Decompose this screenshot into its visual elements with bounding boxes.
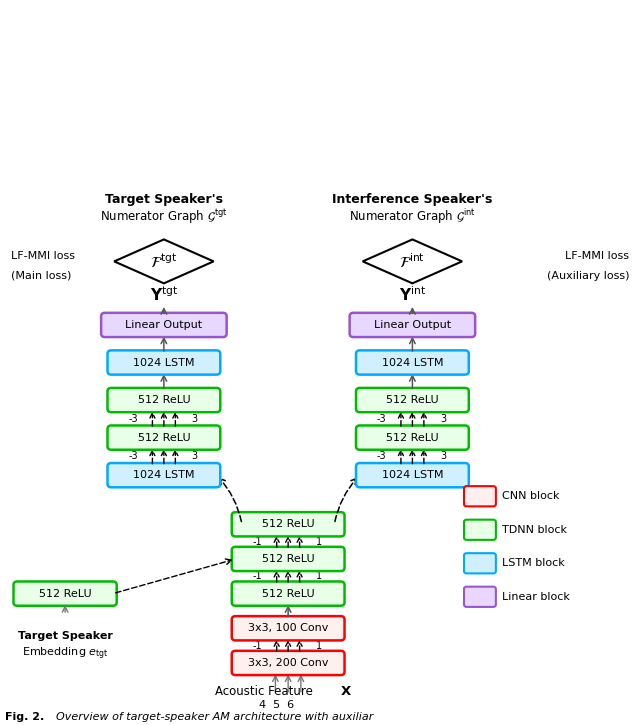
Text: Acoustic Feature: Acoustic Feature [215, 684, 317, 697]
Text: 512 ReLU: 512 ReLU [386, 395, 438, 405]
Polygon shape [363, 239, 462, 283]
FancyBboxPatch shape [464, 587, 496, 607]
FancyBboxPatch shape [232, 547, 344, 571]
FancyBboxPatch shape [108, 350, 220, 375]
Text: -3: -3 [377, 414, 387, 424]
Text: 512 ReLU: 512 ReLU [39, 589, 92, 599]
Text: 3: 3 [440, 452, 446, 461]
Text: -1: -1 [253, 536, 262, 547]
Text: 3x3, 100 Conv: 3x3, 100 Conv [248, 624, 328, 633]
Text: 1: 1 [316, 641, 322, 650]
Text: 3: 3 [440, 414, 446, 424]
Text: Embedding $e_\mathrm{tgt}$: Embedding $e_\mathrm{tgt}$ [22, 646, 108, 663]
Text: Linear Output: Linear Output [374, 320, 451, 330]
FancyBboxPatch shape [356, 463, 468, 487]
Text: Numerator Graph $\mathcal{G}^\mathrm{tgt}$: Numerator Graph $\mathcal{G}^\mathrm{tgt… [100, 207, 228, 226]
Text: $\mathbf{X}$: $\mathbf{X}$ [339, 684, 351, 697]
Text: CNN block: CNN block [502, 492, 559, 501]
FancyBboxPatch shape [349, 312, 475, 337]
FancyBboxPatch shape [356, 350, 468, 375]
Text: -3: -3 [129, 414, 138, 424]
Text: 512 ReLU: 512 ReLU [138, 395, 190, 405]
Text: 1024 LSTM: 1024 LSTM [381, 357, 443, 368]
FancyBboxPatch shape [232, 616, 344, 640]
Text: 3: 3 [191, 452, 198, 461]
Text: 3: 3 [191, 414, 198, 424]
Text: Fig. 2.: Fig. 2. [4, 713, 44, 722]
Text: 1024 LSTM: 1024 LSTM [133, 471, 195, 480]
FancyBboxPatch shape [464, 486, 496, 506]
Text: 1: 1 [316, 536, 322, 547]
Polygon shape [114, 239, 214, 283]
Text: Overview of target-speaker AM architecture with auxiliar: Overview of target-speaker AM architectu… [49, 713, 374, 722]
Text: -1: -1 [253, 571, 262, 581]
FancyBboxPatch shape [356, 426, 468, 450]
Text: $\mathbf{Y}^\mathrm{tgt}$: $\mathbf{Y}^\mathrm{tgt}$ [150, 285, 178, 304]
Text: Interference Speaker's: Interference Speaker's [332, 193, 493, 206]
Text: (Main loss): (Main loss) [11, 271, 71, 281]
Text: 1024 LSTM: 1024 LSTM [133, 357, 195, 368]
Text: $\mathcal{F}^\mathrm{tgt}$: $\mathcal{F}^\mathrm{tgt}$ [150, 252, 177, 270]
Text: Target Speaker's: Target Speaker's [105, 193, 223, 206]
Text: 1: 1 [316, 571, 322, 581]
Text: Target Speaker: Target Speaker [18, 631, 113, 641]
Text: 4  5  6: 4 5 6 [259, 700, 294, 710]
FancyBboxPatch shape [356, 388, 468, 413]
Text: Linear block: Linear block [502, 592, 570, 602]
Text: 512 ReLU: 512 ReLU [262, 589, 314, 599]
FancyBboxPatch shape [13, 581, 116, 606]
FancyBboxPatch shape [232, 512, 344, 536]
FancyBboxPatch shape [232, 581, 344, 606]
Text: LF-MMI loss: LF-MMI loss [11, 251, 75, 260]
Text: (Auxiliary loss): (Auxiliary loss) [547, 271, 629, 281]
FancyBboxPatch shape [101, 312, 227, 337]
Text: 512 ReLU: 512 ReLU [138, 433, 190, 442]
Text: 1024 LSTM: 1024 LSTM [381, 471, 443, 480]
Text: 512 ReLU: 512 ReLU [262, 519, 314, 529]
Text: Numerator Graph $\mathcal{G}^\mathrm{int}$: Numerator Graph $\mathcal{G}^\mathrm{int… [349, 207, 476, 226]
Text: $\mathbf{Y}^\mathrm{int}$: $\mathbf{Y}^\mathrm{int}$ [399, 285, 426, 304]
Text: TDNN block: TDNN block [502, 525, 566, 535]
Text: LSTM block: LSTM block [502, 558, 564, 568]
FancyBboxPatch shape [108, 463, 220, 487]
FancyBboxPatch shape [464, 520, 496, 540]
Text: 512 ReLU: 512 ReLU [386, 433, 438, 442]
Text: Linear Output: Linear Output [125, 320, 202, 330]
Text: $\mathcal{F}^\mathrm{int}$: $\mathcal{F}^\mathrm{int}$ [399, 252, 426, 270]
Text: 512 ReLU: 512 ReLU [262, 554, 314, 564]
Text: 3x3, 200 Conv: 3x3, 200 Conv [248, 658, 328, 668]
FancyBboxPatch shape [232, 651, 344, 675]
Text: LF-MMI loss: LF-MMI loss [565, 251, 629, 260]
Text: -3: -3 [377, 452, 387, 461]
FancyBboxPatch shape [464, 553, 496, 573]
Text: -3: -3 [129, 452, 138, 461]
FancyBboxPatch shape [108, 426, 220, 450]
Text: -1: -1 [253, 641, 262, 650]
FancyBboxPatch shape [108, 388, 220, 413]
